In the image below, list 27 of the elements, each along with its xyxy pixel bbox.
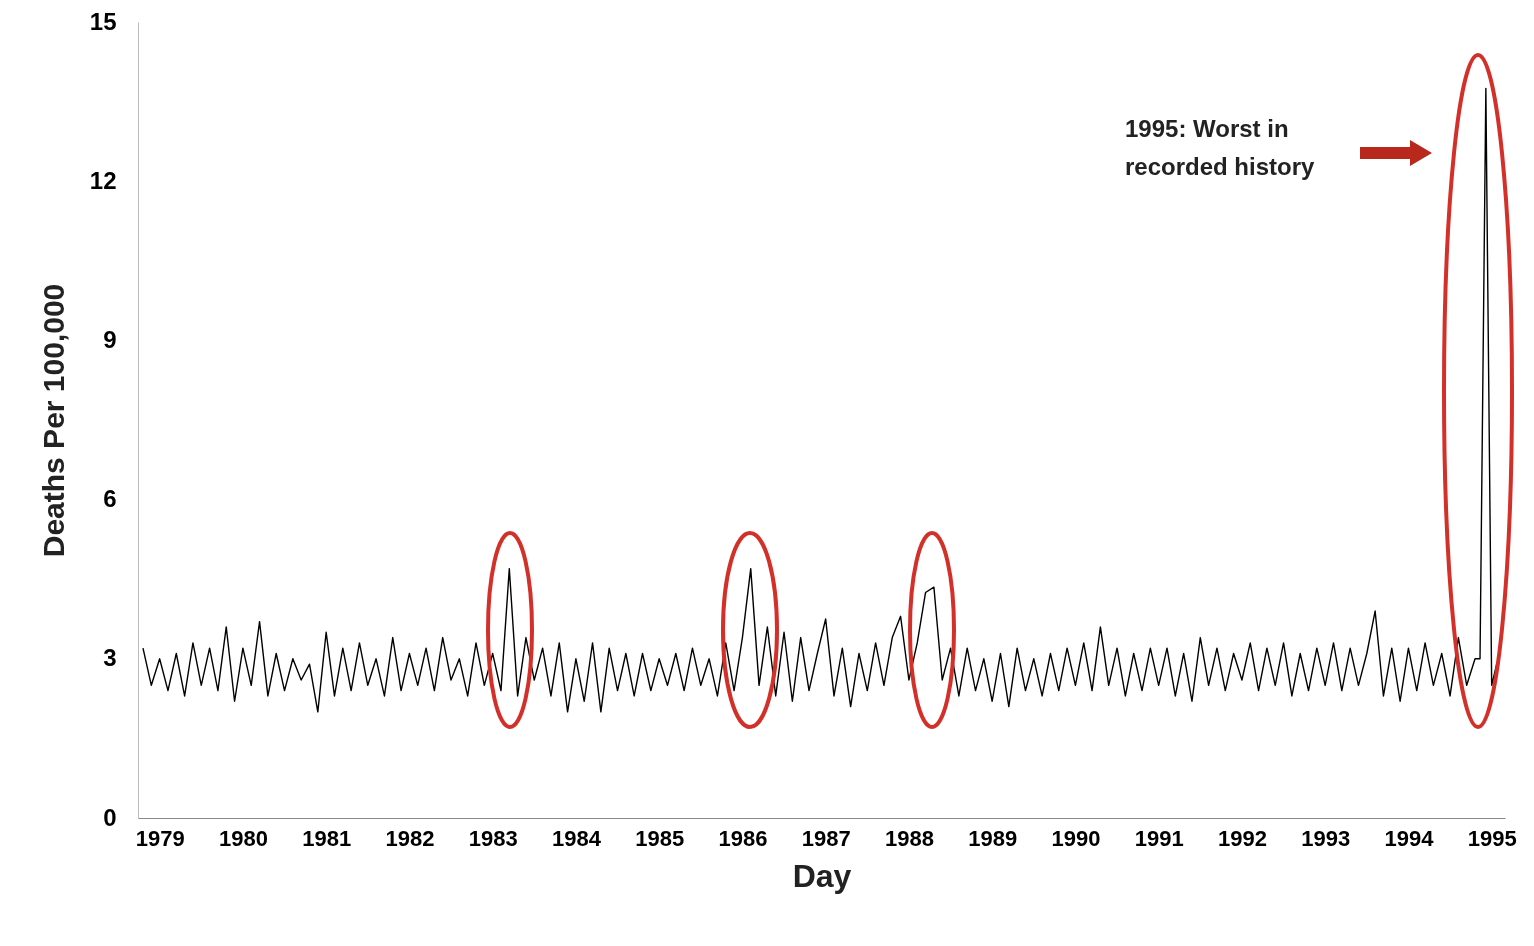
x-tick-label: 1994: [1384, 825, 1435, 851]
x-tick-label: 1992: [1217, 825, 1267, 851]
x-axis-title: Day: [792, 857, 852, 894]
x-tick-label: 1980: [218, 825, 268, 851]
x-tick-label: 1987: [801, 825, 851, 851]
x-tick-label: 1983: [468, 825, 518, 851]
x-tick-label: 1988: [884, 825, 934, 851]
y-tick-label: 0: [103, 803, 117, 831]
x-tick-label: 1991: [1134, 825, 1184, 851]
x-tick-label: 1982: [385, 825, 435, 851]
y-tick-label: 9: [103, 325, 117, 353]
line-series: [142, 87, 1498, 713]
annotation: 1995: Worst in recorded history: [1125, 115, 1316, 180]
y-tick-label: 3: [103, 644, 117, 672]
x-tick-label: 1979: [135, 825, 185, 851]
x-tick-label: 1984: [551, 825, 602, 851]
y-tick-label: 15: [89, 7, 117, 35]
x-tick-label: 1995: [1467, 825, 1517, 851]
y-axis-title: Deaths Per 100,000: [36, 283, 70, 558]
x-tick-label: 1985: [635, 825, 685, 851]
y-tick-label: 6: [103, 485, 117, 513]
x-tick-label: 1989: [968, 825, 1018, 851]
x-tick-label: 1990: [1051, 825, 1101, 851]
x-tick-label: 1981: [302, 825, 352, 851]
y-tick-label: 12: [89, 166, 117, 194]
x-tick-label: 1993: [1301, 825, 1351, 851]
x-tick-label: 1986: [718, 825, 768, 851]
